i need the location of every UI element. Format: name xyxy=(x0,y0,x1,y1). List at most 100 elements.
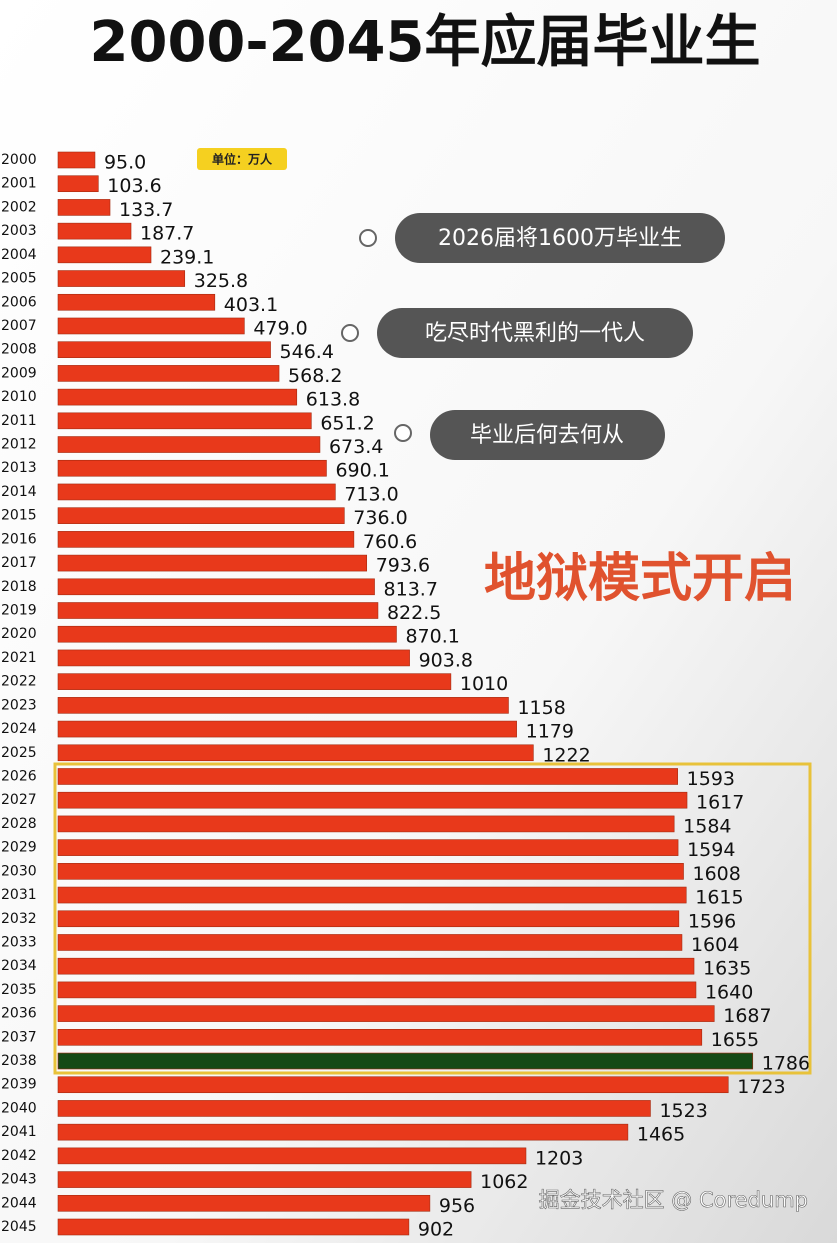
bar xyxy=(57,720,517,738)
value-label: 325.8 xyxy=(194,270,248,292)
value-label: 1465 xyxy=(637,1124,685,1146)
bar xyxy=(57,531,355,548)
bar xyxy=(57,1052,754,1070)
value-label: 690.1 xyxy=(335,460,389,482)
bar xyxy=(57,317,245,335)
y-tick-label: 2034 xyxy=(1,958,37,974)
bar xyxy=(57,1194,431,1212)
y-tick-label: 2011 xyxy=(1,413,37,429)
y-tick-label: 2027 xyxy=(1,792,37,808)
value-label: 1786 xyxy=(762,1053,810,1075)
y-tick-label: 2020 xyxy=(1,626,37,642)
bar xyxy=(57,341,271,358)
y-tick-label: 2024 xyxy=(1,721,37,737)
bar xyxy=(57,412,312,430)
value-label: 1655 xyxy=(711,1029,759,1051)
y-tick-label: 2006 xyxy=(1,294,37,310)
value-label: 760.6 xyxy=(363,531,417,553)
bar xyxy=(57,673,452,690)
value-label: 546.4 xyxy=(280,341,334,363)
bar xyxy=(57,1123,629,1141)
bar xyxy=(57,1171,472,1188)
y-tick-label: 2003 xyxy=(1,223,37,239)
value-label: 673.4 xyxy=(329,436,383,458)
bar xyxy=(57,768,678,785)
y-tick-label: 2007 xyxy=(1,318,37,334)
bubble-text: 吃尽时代黑利的一代人 xyxy=(425,321,645,346)
y-tick-label: 2009 xyxy=(1,365,37,381)
value-label: 956 xyxy=(439,1195,475,1217)
bar xyxy=(57,934,683,951)
y-tick-label: 2030 xyxy=(1,863,37,879)
value-label: 736.0 xyxy=(353,507,407,529)
y-tick-label: 2026 xyxy=(1,768,37,784)
bar xyxy=(57,791,688,809)
value-label: 651.2 xyxy=(320,412,374,434)
bar xyxy=(57,981,697,999)
value-label: 1158 xyxy=(517,697,565,719)
value-label: 902 xyxy=(418,1219,454,1241)
y-tick-label: 2039 xyxy=(1,1077,37,1093)
y-tick-label: 2004 xyxy=(1,247,37,263)
bar xyxy=(57,1029,703,1046)
value-label: 1596 xyxy=(688,910,736,932)
bubble-dot xyxy=(394,424,412,442)
y-tick-label: 2022 xyxy=(1,674,37,690)
y-tick-label: 2040 xyxy=(1,1100,37,1116)
y-tick-label: 2042 xyxy=(1,1148,37,1164)
bar xyxy=(57,293,216,311)
value-label: 1179 xyxy=(526,721,574,743)
y-tick-label: 2000 xyxy=(1,152,37,168)
value-label: 870.1 xyxy=(405,626,459,648)
y-tick-label: 2013 xyxy=(1,460,37,476)
bubble xyxy=(430,410,665,460)
value-label: 103.6 xyxy=(107,175,161,197)
value-label: 187.7 xyxy=(140,223,194,245)
bar xyxy=(57,697,509,714)
value-label: 239.1 xyxy=(160,246,214,268)
value-label: 95.0 xyxy=(104,152,146,174)
unit-label: 单位：万人 xyxy=(212,152,273,167)
bar xyxy=(57,1218,410,1236)
bar xyxy=(57,388,298,406)
bar xyxy=(57,1076,729,1094)
bar xyxy=(57,957,695,975)
value-label: 1604 xyxy=(691,934,739,956)
bar xyxy=(57,436,321,453)
y-tick-label: 2032 xyxy=(1,911,37,927)
bubble-text: 2026届将1600万毕业生 xyxy=(438,226,682,251)
bar xyxy=(57,507,345,524)
y-tick-label: 2010 xyxy=(1,389,37,405)
y-tick-label: 2001 xyxy=(1,176,37,192)
y-tick-label: 2035 xyxy=(1,982,37,998)
value-label: 1617 xyxy=(696,792,744,814)
y-tick-label: 2043 xyxy=(1,1172,37,1188)
value-label: 813.7 xyxy=(384,578,438,600)
value-label: 1635 xyxy=(703,958,751,980)
value-label: 1593 xyxy=(687,768,735,790)
bar xyxy=(57,459,327,477)
y-tick-label: 2015 xyxy=(1,508,37,524)
value-label: 1594 xyxy=(687,839,735,861)
value-label: 903.8 xyxy=(419,649,473,671)
value-label: 1062 xyxy=(480,1171,528,1193)
bar xyxy=(57,625,397,643)
bar xyxy=(57,483,336,501)
bar xyxy=(57,602,379,619)
value-label: 568.2 xyxy=(288,365,342,387)
value-label: 1523 xyxy=(659,1100,707,1122)
y-tick-label: 2037 xyxy=(1,1029,37,1045)
bubble-dot xyxy=(341,324,359,342)
y-tick-label: 2029 xyxy=(1,840,37,856)
headline: 地狱模式开启 xyxy=(484,549,796,609)
value-label: 1723 xyxy=(737,1076,785,1098)
y-tick-label: 2023 xyxy=(1,697,37,713)
value-label: 793.6 xyxy=(376,555,430,577)
bar xyxy=(57,270,186,287)
y-tick-label: 2028 xyxy=(1,816,37,832)
bubble-dot xyxy=(359,229,377,247)
y-tick-label: 2025 xyxy=(1,745,37,761)
highlight-box xyxy=(53,762,812,1075)
y-tick-label: 2008 xyxy=(1,342,37,358)
